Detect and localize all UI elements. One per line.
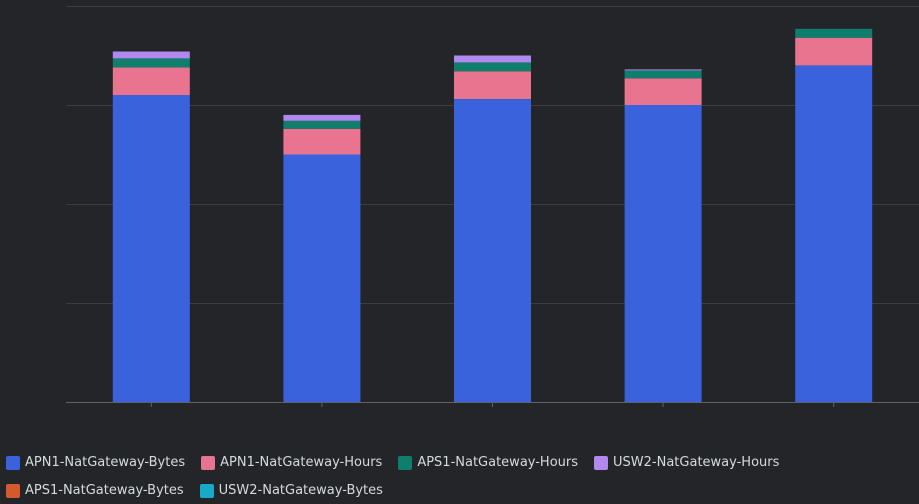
legend-label: APN1-NatGateway-Bytes: [25, 455, 186, 470]
bar-segment[interactable]: [624, 105, 702, 402]
bar-segment[interactable]: [795, 28, 873, 38]
legend-swatch: [398, 456, 413, 470]
bar-stack[interactable]: [624, 69, 702, 402]
legend-label: APN1-NatGateway-Hours: [220, 455, 383, 470]
bar-segment[interactable]: [795, 65, 873, 403]
legend-swatch: [201, 456, 216, 470]
legend-label: USW2-NatGateway-Hours: [613, 455, 780, 470]
legend-item[interactable]: APN1-NatGateway-Bytes: [6, 455, 185, 471]
bar-segment[interactable]: [624, 78, 702, 105]
legend-swatch: [199, 484, 214, 498]
bar-segment[interactable]: [454, 55, 531, 63]
legend-item[interactable]: APS1-NatGateway-Bytes: [6, 483, 184, 499]
legend-item[interactable]: USW2-NatGateway-Hours: [594, 455, 779, 471]
legend-label: USW2-NatGateway-Bytes: [218, 483, 383, 498]
bar-segment[interactable]: [624, 69, 702, 71]
x-axis: [66, 402, 919, 407]
bar-stack[interactable]: [454, 55, 531, 403]
bar-stack[interactable]: [283, 114, 361, 403]
bar-segment[interactable]: [624, 70, 702, 79]
legend-swatch: [594, 456, 609, 470]
legend-item[interactable]: APS1-NatGateway-Hours: [398, 455, 578, 471]
bar-segment[interactable]: [283, 154, 361, 403]
bar-segment[interactable]: [283, 128, 361, 155]
bar-segment[interactable]: [454, 71, 531, 99]
bar-stack[interactable]: [795, 28, 873, 403]
bar-segment[interactable]: [112, 95, 190, 402]
legend-item[interactable]: USW2-NatGateway-Bytes: [199, 483, 383, 499]
legend-label: APS1-NatGateway-Hours: [417, 455, 579, 470]
bars: [112, 28, 873, 403]
legend-item[interactable]: APN1-NatGateway-Hours: [201, 455, 382, 471]
legend-label: APS1-NatGateway-Bytes: [25, 483, 184, 498]
bar-segment[interactable]: [112, 58, 190, 68]
bar-segment[interactable]: [283, 120, 361, 129]
bar-stack[interactable]: [112, 51, 190, 403]
chart-legend: APN1-NatGateway-Bytes APN1-NatGateway-Hou…: [6, 455, 906, 499]
bar-segment[interactable]: [454, 99, 531, 402]
legend-swatch: [6, 456, 20, 470]
bar-segment[interactable]: [112, 51, 190, 59]
legend-swatch: [6, 484, 20, 498]
stacked-bar-chart: 1月 20242月 20243月 20244月 20245月 2024: [66, 6, 919, 407]
bar-segment[interactable]: [795, 37, 873, 66]
bar-segment[interactable]: [454, 62, 531, 72]
bar-segment[interactable]: [283, 114, 361, 121]
bar-segment[interactable]: [112, 67, 190, 96]
